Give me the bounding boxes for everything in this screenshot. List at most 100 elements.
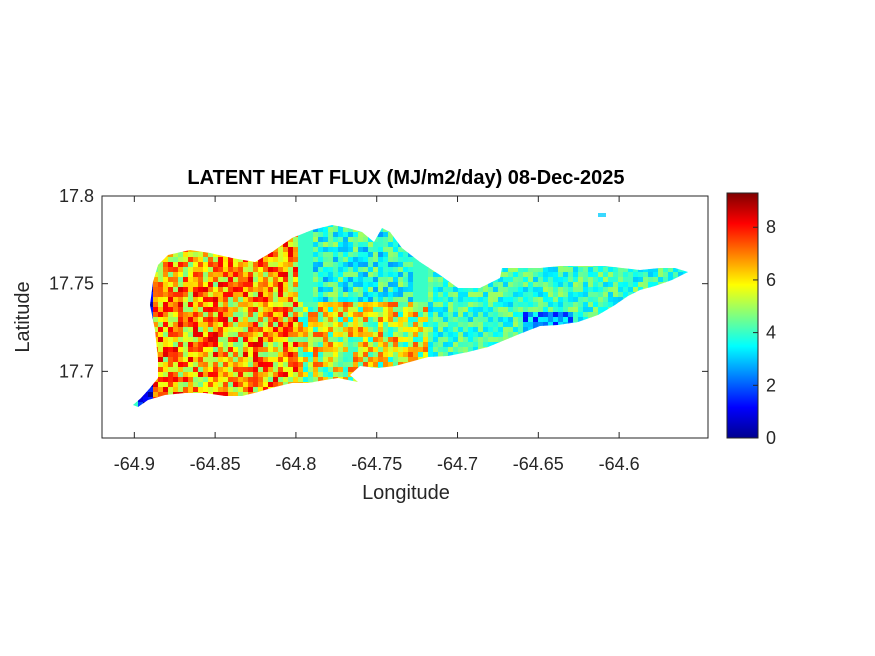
heatmap-cell	[233, 282, 239, 288]
heatmap-cell	[338, 277, 344, 283]
heatmap-cell	[398, 322, 404, 328]
heatmap-cell	[608, 302, 614, 308]
heatmap-cell	[328, 372, 334, 378]
heatmap-cell	[478, 332, 484, 338]
heatmap-cell	[303, 277, 309, 283]
heatmap-cell	[513, 277, 519, 283]
heatmap-cell	[183, 297, 189, 303]
heatmap-cell	[228, 312, 234, 318]
heatmap-cell	[553, 307, 559, 313]
heatmap-cell	[163, 392, 169, 398]
heatmap-cell	[443, 277, 449, 283]
heatmap-cell	[428, 342, 434, 348]
heatmap-cell	[183, 307, 189, 313]
heatmap-cell	[448, 317, 454, 323]
heatmap-cell	[438, 297, 444, 303]
heatmap-cell	[248, 302, 254, 308]
heatmap-cell	[448, 337, 454, 343]
heatmap-cell	[613, 297, 619, 303]
heatmap-cell	[413, 342, 419, 348]
heatmap-cell	[363, 312, 369, 318]
heatmap-cell	[308, 302, 314, 308]
heatmap-cell	[338, 302, 344, 308]
heatmap-cell	[213, 307, 219, 313]
heatmap-cell	[138, 397, 144, 403]
heatmap-cell	[323, 357, 329, 363]
heatmap-cell	[428, 287, 434, 293]
heatmap-cell	[218, 362, 224, 368]
heatmap-cell	[263, 347, 269, 353]
heatmap-cell	[493, 292, 499, 298]
heatmap-cell	[593, 282, 599, 288]
heatmap-cell	[208, 367, 214, 373]
heatmap-cell	[188, 312, 194, 318]
heatmap-cell	[218, 392, 224, 398]
heatmap-cell	[368, 332, 374, 338]
heatmap-cell	[243, 382, 249, 388]
heatmap-cell	[438, 302, 444, 308]
heatmap-cell	[348, 352, 354, 358]
heatmap-cell	[343, 272, 349, 278]
heatmap-cell	[558, 297, 564, 303]
heatmap-cell	[323, 377, 329, 383]
heatmap-cell	[233, 307, 239, 313]
heatmap-cell	[538, 287, 544, 293]
heatmap-cell	[628, 287, 634, 293]
heatmap-cell	[183, 357, 189, 363]
heatmap-cell	[308, 372, 314, 378]
heatmap-cell	[338, 337, 344, 343]
heatmap-cell	[383, 287, 389, 293]
heatmap-cell	[158, 317, 164, 323]
heatmap-cell	[448, 297, 454, 303]
heatmap-cell	[528, 317, 534, 323]
heatmap-cell	[198, 342, 204, 348]
heatmap-cell	[513, 312, 519, 318]
heatmap-cell	[478, 302, 484, 308]
heatmap-cell	[513, 272, 519, 278]
heatmap-cell	[563, 282, 569, 288]
heatmap-cell	[298, 332, 304, 338]
heatmap-cell	[253, 317, 259, 323]
heatmap-cell	[378, 337, 384, 343]
heatmap-cell	[358, 247, 364, 253]
heatmap-cell	[383, 322, 389, 328]
heatmap-cell	[228, 322, 234, 328]
heatmap-cell	[373, 347, 379, 353]
heatmap-cell	[258, 317, 264, 323]
heatmap-cell	[353, 367, 359, 373]
heatmap-cell	[378, 237, 384, 243]
heatmap-cell	[418, 322, 424, 328]
heatmap-cell	[253, 287, 259, 293]
heatmap-cell	[263, 292, 269, 298]
heatmap-cell	[398, 292, 404, 298]
heatmap-cell	[528, 307, 534, 313]
heatmap-cell	[383, 337, 389, 343]
heatmap-cell	[438, 277, 444, 283]
heatmap-cell	[193, 297, 199, 303]
heatmap-cell	[358, 237, 364, 243]
heatmap-cell	[208, 307, 214, 313]
heatmap-cell	[223, 362, 229, 368]
heatmap-cell	[563, 307, 569, 313]
heatmap-cell	[338, 252, 344, 258]
heatmap-cell	[348, 367, 354, 373]
heatmap-cell	[258, 322, 264, 328]
heatmap-cell	[558, 287, 564, 293]
heatmap-cell	[298, 237, 304, 243]
heatmap-cell	[483, 287, 489, 293]
heatmap-cell	[173, 382, 179, 388]
heatmap-cell	[468, 307, 474, 313]
heatmap-cell	[593, 267, 599, 273]
heatmap-cell	[173, 327, 179, 333]
heatmap-cell	[188, 332, 194, 338]
heatmap-cell	[283, 322, 289, 328]
heatmap-cell	[518, 327, 524, 333]
heatmap-cell	[578, 287, 584, 293]
heatmap-cell	[498, 287, 504, 293]
heatmap-cell	[378, 357, 384, 363]
heatmap-cell	[523, 302, 529, 308]
heatmap-cell	[223, 342, 229, 348]
heatmap-cell	[298, 322, 304, 328]
heatmap-cell	[373, 297, 379, 303]
heatmap-cell	[208, 347, 214, 353]
